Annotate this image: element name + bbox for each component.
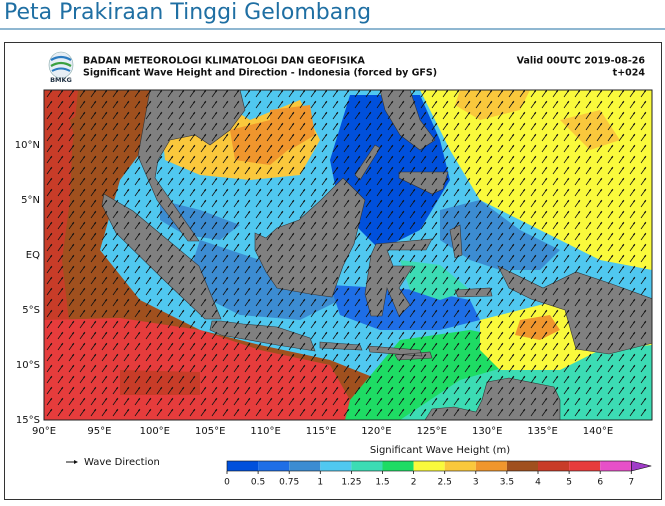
colorbar-segment (258, 461, 290, 471)
colorbar-segment (351, 461, 383, 471)
lon-label: 90°E (32, 426, 56, 437)
colorbar-segment (569, 461, 601, 471)
lat-label: EQ (26, 250, 40, 261)
colorbar-segment (444, 461, 476, 471)
lon-labels: 90°E 95°E 100°E 105°E 110°E 115°E 120°E 125°E 13… (32, 426, 613, 437)
lon-label: 110°E (250, 426, 280, 437)
colorbar-tick-label: 0 (224, 478, 230, 488)
lon-label: 115°E (306, 426, 336, 437)
lat-label: 15°S (16, 415, 40, 426)
map-border (43, 89, 653, 421)
colorbar-segment (506, 461, 538, 471)
lon-label: 140°E (583, 426, 613, 437)
lon-label: 125°E (417, 426, 447, 437)
colorbar-segment (538, 461, 570, 471)
lon-label: 120°E (361, 426, 391, 437)
logo-text: BMKG (50, 76, 72, 84)
lon-label: 130°E (472, 426, 502, 437)
valid-time: Valid 00UTC 2019-08-26 (517, 56, 646, 67)
agency: BADAN METEOROLOGI KLIMATOLOGI DAN GEOFIS… (83, 56, 366, 67)
colorbar-tick-label: 1.5 (375, 478, 389, 488)
lon-label: 105°E (195, 426, 225, 437)
lon-label: 100°E (140, 426, 170, 437)
colorbar-tick-label: 2 (411, 478, 417, 488)
colorbar-tick-label: 4 (535, 478, 541, 488)
colorbar-segment (413, 461, 445, 471)
lat-label: 5°S (22, 305, 40, 316)
lon-label: 135°E (527, 426, 557, 437)
colorbar-segment (475, 461, 507, 471)
colorbar-tick-label: 0.75 (279, 478, 299, 488)
wave-map (44, 90, 652, 420)
colorbar-segment (227, 461, 259, 471)
lon-label: 95°E (87, 426, 111, 437)
colorbar-segment (320, 461, 352, 471)
colorbar-tick-label: 3 (473, 478, 479, 488)
colorbar-tick-label: 2.5 (438, 478, 452, 488)
colorbar-segment (289, 461, 321, 471)
colorbar-segment (600, 461, 632, 471)
colorbar-border (226, 460, 632, 472)
colorbar-tick-label: 5 (566, 478, 572, 488)
lat-label: 5°N (21, 195, 40, 206)
map-subtitle: Significant Wave Height and Direction - … (83, 68, 437, 79)
colorbar-tick-label: 0.5 (251, 478, 265, 488)
arrow-label: Wave Direction (84, 457, 160, 468)
colorbar-segment (382, 461, 414, 471)
colorbar-tick-label: 7 (628, 478, 634, 488)
lead-time: t+024 (613, 68, 646, 79)
colorbar: 0 0.5 0.75 1 1.25 1.5 2 2.5 3 3.5 4 5 6 7 (224, 460, 652, 488)
colorbar-tick-label: 3.5 (500, 478, 514, 488)
arrow-head (74, 460, 78, 464)
colorbar-title: Significant Wave Height (m) (370, 445, 510, 456)
page-title: Peta Prakiraan Tinggi Gelombang (4, 0, 371, 25)
lat-label: 10°N (15, 140, 40, 151)
logo: BMKG (48, 51, 74, 84)
lat-labels: 10°N 5°N EQ 5°S 10°S 15°S (15, 140, 40, 426)
colorbar-tick-label: 1 (317, 478, 323, 488)
colorbar-tick-label: 1.25 (341, 478, 361, 488)
lat-label: 10°S (16, 360, 40, 371)
colorbar-tick-label: 6 (597, 478, 603, 488)
